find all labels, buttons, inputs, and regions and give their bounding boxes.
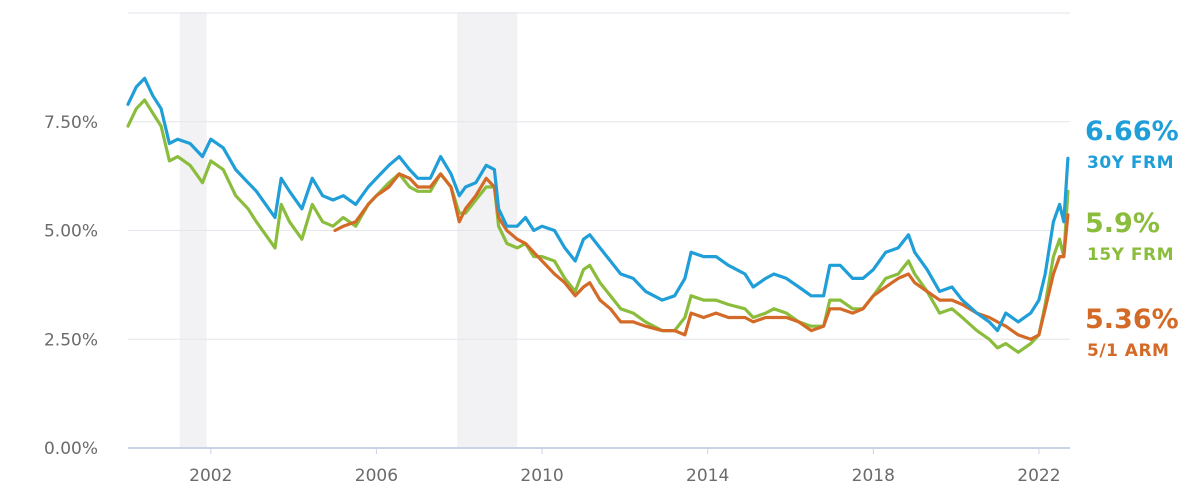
series-lines [126, 76, 1070, 354]
y-tick-label: 2.50% [44, 330, 98, 350]
series-name-label: 5/1 ARM [1087, 341, 1169, 361]
recession-bands [179, 12, 518, 447]
y-axis-tick-labels: 0.00% 2.50% 5.00% 7.50% [44, 113, 98, 459]
x-tick-label: 2006 [355, 466, 398, 486]
end-labels: 6.66% 30Y FRM 5.9% 15Y FRM 5.36% 5/1 ARM [1085, 116, 1179, 361]
x-axis-tick-labels: 2002 2006 2010 2014 2018 2022 [189, 447, 1061, 486]
x-tick-label: 2018 [852, 466, 895, 486]
end-value-label: 6.66% [1085, 116, 1179, 147]
series-name-label: 30Y FRM [1087, 153, 1174, 173]
recession-band-1 [179, 12, 207, 447]
series-line-30y-frm [126, 76, 1070, 333]
end-value-label: 5.36% [1085, 304, 1179, 335]
gridlines [128, 12, 1070, 449]
x-tick-label: 2002 [189, 466, 232, 486]
x-tick-label: 2014 [686, 466, 729, 486]
recession-band-2 [457, 12, 518, 447]
x-tick-label: 2022 [1017, 466, 1060, 486]
end-value-label: 5.9% [1085, 208, 1160, 239]
series-line-15y-frm [126, 98, 1070, 354]
y-tick-label: 5.00% [44, 222, 98, 242]
y-tick-label: 7.50% [44, 113, 98, 133]
series-line-5-1-arm [333, 172, 1070, 341]
series-name-label: 15Y FRM [1087, 245, 1174, 265]
y-tick-label: 0.00% [44, 439, 98, 459]
x-tick-label: 2010 [520, 466, 563, 486]
